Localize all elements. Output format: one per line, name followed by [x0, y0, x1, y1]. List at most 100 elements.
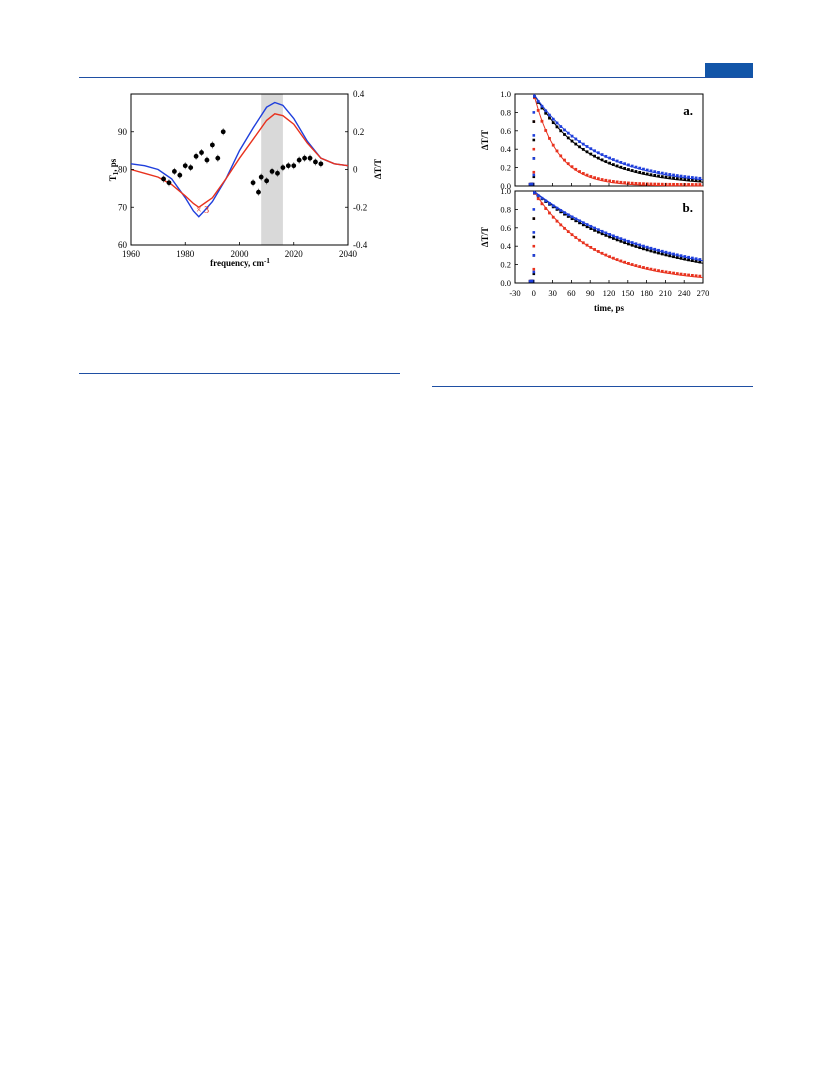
b-point-blue	[581, 221, 585, 225]
b-point-red	[548, 211, 551, 215]
x-tick-label: 240	[678, 288, 691, 298]
b-point-red	[660, 269, 664, 273]
y-right-tick-label: -0.2	[353, 202, 367, 212]
a-point-red	[683, 183, 687, 186]
a-point-blue	[548, 113, 551, 117]
b-point-red	[600, 251, 604, 255]
y-tick-label: 0.6	[500, 223, 511, 233]
b-fit-blue	[533, 190, 704, 262]
b-point-red	[532, 244, 536, 248]
b-point-black	[645, 248, 649, 252]
a-point-blue	[660, 171, 664, 175]
figure-left-chart: 1960 1980 2000 2020 2040 60 70 80 90 0.4 0.2 0 -0.…	[108, 89, 383, 268]
b-point-black	[630, 243, 634, 247]
b-point-red	[672, 271, 675, 275]
a-point-black	[634, 170, 638, 173]
b-point-black	[668, 254, 672, 258]
b-point-blue	[653, 247, 657, 251]
a-point-blue	[563, 128, 566, 132]
a-point-red	[694, 183, 698, 186]
a-point-blue	[593, 149, 596, 153]
b-point-red	[566, 230, 570, 234]
b-point-black	[563, 212, 566, 216]
y-tick-label: 0.8	[500, 107, 511, 117]
b-point-black	[604, 233, 608, 237]
b-point-blue	[585, 223, 589, 226]
a-point-blue	[668, 173, 672, 176]
b-point-black	[694, 259, 698, 263]
b-point-black	[608, 235, 612, 239]
a-point-red	[589, 175, 593, 178]
b-point-blue	[619, 237, 623, 241]
b-point-blue	[531, 279, 535, 283]
data-point	[318, 161, 324, 167]
y-left-axis-label: T1, ps	[108, 158, 120, 181]
b-fit-black	[533, 190, 704, 264]
a-point-blue	[627, 163, 630, 167]
data-point	[209, 142, 215, 148]
a-point-black	[664, 175, 668, 179]
b-point-blue	[672, 252, 675, 256]
b-point-red	[544, 207, 548, 210]
b-point-red	[536, 197, 540, 201]
a-point-black	[660, 175, 664, 179]
b-point-black	[649, 249, 653, 253]
b-point-red	[593, 248, 596, 251]
data-point	[161, 176, 166, 182]
a-point-blue	[551, 117, 555, 121]
b-point-blue	[611, 234, 615, 238]
series-line-blue	[130, 101, 349, 218]
a-point-blue	[544, 109, 548, 113]
x-tick-label: 210	[659, 288, 672, 298]
b-point-blue	[548, 201, 551, 205]
a-point-red	[660, 182, 664, 186]
a-point-red	[627, 181, 630, 185]
data-point	[285, 163, 291, 169]
y-tick-label: 0.4	[500, 241, 511, 251]
a-point-blue	[536, 100, 540, 103]
b-point-red	[664, 270, 668, 274]
a-point-blue	[694, 176, 698, 180]
data-point	[215, 155, 221, 161]
b-point-blue	[540, 196, 544, 200]
x-tick-label: 90	[586, 288, 595, 298]
b-point-blue	[638, 243, 642, 247]
b-point-red	[615, 258, 619, 262]
a-point-red	[566, 162, 570, 166]
x-tick-label: 0	[532, 288, 536, 298]
b-point-black	[675, 256, 679, 259]
a-point-black	[679, 177, 683, 181]
a-point-black	[532, 175, 536, 179]
b-point-black	[679, 256, 683, 260]
b-point-blue	[642, 244, 645, 248]
a-point-black	[551, 121, 555, 125]
x-tick-label: 150	[621, 288, 634, 298]
b-point-blue	[683, 255, 687, 258]
a-point-blue	[642, 167, 645, 171]
y-left-tick-label: 60	[118, 240, 128, 250]
y-tick-label: 0.6	[500, 126, 511, 136]
a-point-black	[608, 161, 612, 165]
a-point-blue	[657, 171, 660, 174]
b-point-blue	[634, 242, 638, 246]
a-point-red	[544, 129, 548, 132]
b-point-black	[638, 246, 642, 250]
a-point-blue	[533, 94, 536, 98]
a-point-red	[679, 183, 683, 186]
a-point-blue	[559, 125, 563, 128]
a-point-blue	[623, 162, 627, 166]
b-point-red	[698, 274, 702, 278]
a-point-blue	[638, 166, 642, 170]
b-point-blue	[694, 257, 698, 261]
a-point-blue	[532, 157, 536, 160]
data-point	[269, 168, 275, 174]
series-line-red	[130, 113, 349, 209]
a-point-black	[675, 177, 679, 180]
a-point-red	[563, 158, 566, 162]
a-point-red	[581, 172, 585, 175]
b-fit-red	[533, 190, 704, 279]
data-point	[193, 153, 199, 159]
a-point-blue	[608, 156, 612, 160]
a-point-black	[615, 164, 619, 168]
figure-right-chart: -30 0 30 60 90 120 150 180 210 240 270 0.0 0.2 0.4 0.…	[480, 89, 709, 313]
